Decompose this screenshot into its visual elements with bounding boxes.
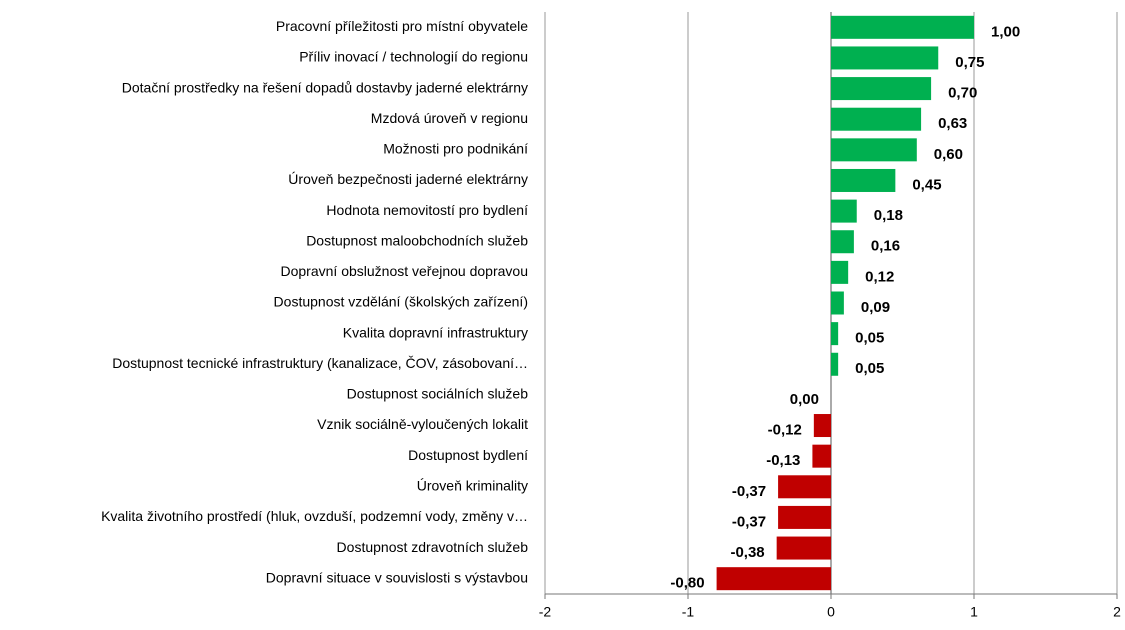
bar [831, 138, 917, 162]
bar [716, 567, 831, 591]
bar [776, 536, 831, 560]
category-label: Možnosti pro podnikání [383, 141, 528, 157]
value-label: -0,38 [730, 544, 764, 561]
value-label: 0,09 [861, 299, 890, 316]
value-label: -0,37 [732, 483, 766, 500]
value-label: -0,13 [766, 452, 800, 469]
category-label: Dostupnost maloobchodních služeb [306, 232, 528, 248]
category-label: Dopravní situace v souvislosti s výstavb… [266, 569, 528, 585]
category-label: Pracovní příležitosti pro místní obyvate… [276, 18, 528, 34]
bar [812, 444, 831, 468]
bar [831, 291, 844, 315]
x-tick-label: -1 [682, 604, 695, 620]
bar [831, 230, 854, 254]
value-label: 0,75 [955, 54, 984, 71]
category-label: Příliv inovací / technologií do regionu [299, 49, 528, 65]
value-label: 1,00 [991, 23, 1020, 40]
value-label: 0,18 [874, 207, 903, 224]
category-label: Mzdová úroveň v regionu [371, 110, 528, 126]
value-label: 0,12 [865, 268, 894, 285]
value-label: 0,60 [934, 146, 963, 163]
bar [831, 199, 857, 223]
bar [831, 352, 839, 376]
value-label: 0,05 [855, 360, 884, 377]
value-label: 0,00 [790, 391, 819, 408]
value-label: 0,63 [938, 115, 967, 132]
x-tick-label: 1 [970, 604, 978, 620]
category-label: Úroveň bezpečnosti jaderné elektrárny [288, 171, 528, 187]
x-tick-label: 0 [827, 604, 835, 620]
category-label: Dopravní obslužnost veřejnou dopravou [281, 263, 529, 279]
value-label: 0,45 [912, 176, 941, 193]
category-label: Dostupnost tecnické infrastruktury (kana… [112, 355, 528, 371]
category-label: Úroveň kriminality [417, 477, 528, 493]
bar [813, 414, 831, 438]
value-label: -0,12 [768, 421, 802, 438]
value-label: 0,05 [855, 330, 884, 347]
bar [831, 168, 896, 192]
category-label: Dostupnost bydlení [408, 447, 528, 463]
value-label: -0,37 [732, 513, 766, 530]
bar [831, 15, 974, 39]
x-tick-label: -2 [539, 604, 552, 620]
category-label: Dostupnost sociálních služeb [347, 386, 529, 402]
bar [778, 505, 831, 529]
category-label: Dotační prostředky na řešení dopadů dost… [122, 79, 528, 95]
value-label: 0,70 [948, 85, 977, 102]
bar [831, 107, 922, 131]
category-label: Kvalita životního prostředí (hluk, ovzdu… [101, 508, 528, 524]
category-label: Dostupnost vzdělání (školských zařízení) [274, 294, 528, 310]
x-tick-label: 2 [1113, 604, 1121, 620]
category-label: Vznik sociálně-vyloučených lokalit [317, 416, 528, 432]
bar [778, 475, 831, 499]
bar [831, 46, 939, 70]
value-label: -0,80 [670, 575, 704, 592]
value-label: 0,16 [871, 238, 900, 255]
category-label: Hodnota nemovitostí pro bydlení [326, 202, 528, 218]
bar [831, 77, 932, 101]
category-label: Dostupnost zdravotních služeb [337, 539, 529, 555]
bar [831, 322, 839, 346]
bar [831, 260, 849, 284]
category-label: Kvalita dopravní infrastruktury [343, 324, 528, 340]
